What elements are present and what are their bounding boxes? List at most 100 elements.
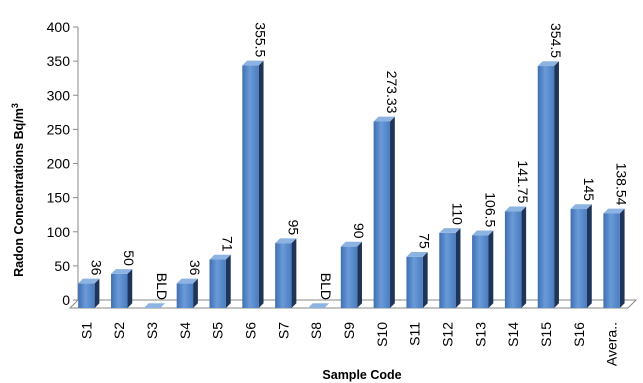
bar-side — [258, 60, 264, 308]
x-tick-label: S9 — [341, 322, 357, 339]
data-label: BLD — [318, 273, 334, 300]
x-tick-label: S1 — [78, 322, 94, 339]
bar-side — [291, 238, 297, 308]
bar-top — [504, 206, 527, 212]
x-tick-label: Avera.. — [604, 322, 620, 366]
bar — [439, 228, 461, 308]
data-label: 138.54 — [614, 163, 630, 206]
bar — [504, 206, 527, 308]
bar-front — [242, 65, 259, 308]
y-tick-label: 350 — [47, 53, 71, 69]
data-label: 50 — [121, 250, 137, 266]
bar-front — [570, 209, 587, 308]
bar-top — [406, 252, 428, 257]
bar-side — [586, 204, 592, 308]
bar-side — [554, 61, 559, 308]
data-label: 354.5 — [548, 23, 564, 58]
x-tick-label: S15 — [538, 322, 554, 347]
data-label: 75 — [417, 233, 433, 249]
bar-side — [488, 230, 494, 308]
bar-front — [176, 283, 194, 308]
x-tick-label: S13 — [472, 322, 488, 347]
data-label: 36 — [88, 260, 104, 276]
bar-top — [275, 238, 297, 244]
bar — [537, 61, 559, 309]
x-tick-label: S7 — [275, 322, 291, 339]
data-label: BLD — [154, 273, 170, 300]
x-tick-label: S10 — [374, 322, 390, 347]
bar-front — [111, 273, 128, 308]
x-tick-label: S5 — [210, 322, 226, 339]
x-tick-label: S11 — [407, 322, 423, 346]
bar-front — [373, 121, 391, 309]
x-tick-label: S3 — [144, 322, 160, 339]
bar-top — [439, 228, 461, 233]
y-tick-label: 400 — [47, 19, 71, 35]
bar-top — [307, 303, 330, 308]
bar-side — [94, 278, 100, 308]
data-label: 141.75 — [515, 160, 531, 203]
data-label: 145 — [581, 178, 597, 202]
x-tick-label: S2 — [111, 322, 127, 339]
data-label: 71 — [220, 236, 236, 252]
data-label: 95 — [285, 220, 301, 236]
bar-front — [537, 66, 555, 309]
x-tick-label: S4 — [177, 322, 193, 339]
bar — [373, 116, 395, 309]
bar — [307, 303, 330, 308]
data-label: 106.5 — [482, 192, 498, 227]
data-label: 90 — [351, 223, 367, 239]
bar-front — [603, 213, 620, 308]
bar-side — [225, 254, 231, 308]
bar-side — [127, 269, 133, 308]
y-tick-label: 0 — [62, 292, 70, 308]
bar-side — [390, 116, 395, 308]
bars — [78, 60, 625, 309]
bar — [603, 208, 625, 308]
bar — [406, 252, 428, 308]
data-label: 110 — [449, 203, 465, 226]
bar-side — [619, 208, 625, 308]
bar-side — [357, 241, 363, 308]
bar-top — [242, 60, 264, 66]
data-label: 273.33 — [384, 71, 400, 114]
bar — [78, 278, 100, 308]
bar-side — [422, 252, 428, 308]
data-labels: 36 50 BLD 36 71 355.5 95 BLD 90 273.33 75 110 106.5 1… — [88, 22, 629, 300]
bar-front — [406, 256, 423, 308]
y-tick-label: 150 — [47, 190, 71, 206]
x-tick-label: S16 — [571, 322, 587, 347]
x-tick-label: S14 — [505, 322, 521, 347]
bar — [340, 241, 363, 308]
bar-front — [472, 235, 489, 308]
bar-top — [78, 278, 100, 284]
bar-top — [143, 303, 166, 308]
y-axis-title: Radon Concentrations Bq/m3 — [10, 103, 26, 277]
bar-front — [78, 283, 95, 308]
bar-top — [340, 241, 363, 247]
y-axis-ticks: 0 50 100 150 200 250 300 350 400 — [47, 19, 78, 308]
x-tick-label: S12 — [439, 322, 455, 347]
bar-side — [455, 228, 461, 308]
bar — [570, 204, 592, 308]
y-tick-label: 100 — [47, 224, 71, 240]
bar — [242, 60, 264, 308]
bar-top — [472, 230, 494, 236]
bar-front — [340, 246, 358, 308]
bar — [275, 238, 297, 308]
data-label: 355.5 — [253, 22, 269, 57]
bar-front — [439, 232, 456, 308]
data-label: 36 — [187, 260, 203, 276]
y-tick-label: 250 — [47, 121, 71, 137]
bar-side — [193, 278, 198, 308]
bar-front — [275, 243, 292, 308]
bar-front — [504, 211, 522, 308]
y-axis-title-superscript: 3 — [10, 103, 20, 108]
bar-top — [570, 204, 592, 210]
y-tick-label: 300 — [47, 87, 71, 103]
bar-side — [521, 206, 527, 308]
bar — [111, 269, 133, 308]
bar — [176, 278, 198, 308]
x-axis-title: Sample Code — [322, 368, 401, 382]
